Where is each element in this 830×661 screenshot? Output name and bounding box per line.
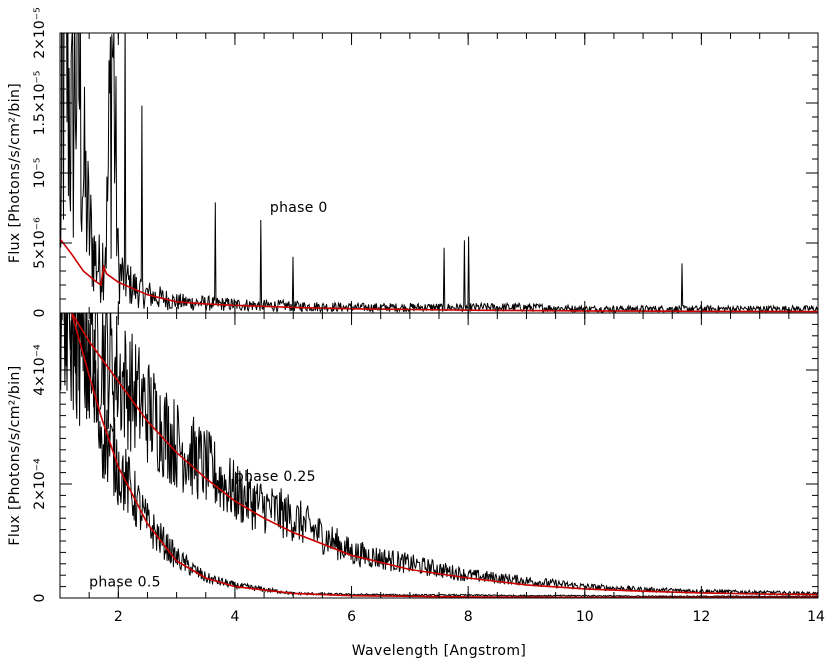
phase-annotation: phase 0.25	[235, 469, 316, 485]
data-series-0	[60, 313, 818, 597]
y-tick-label: 2×10⁻⁴	[32, 458, 48, 510]
y-tick-label: 1.5×10⁻⁵	[32, 71, 48, 136]
top-panel: 0 5×10⁻⁶ 10⁻⁵ 1.5×10⁻⁵ 2×10⁻⁵ phase 0	[32, 7, 819, 318]
bottom-panel: 0 2×10⁻⁴ 4×10⁻⁴ 2 4 6 8 10 12 14 phase 0.25 phase 0…	[32, 312, 825, 625]
x-tick-label: 8	[464, 609, 473, 625]
plot-area	[60, 33, 818, 313]
y-tick-label: 0	[32, 309, 48, 318]
panel-frame	[59, 32, 819, 314]
x-tick-label: 14	[807, 609, 825, 625]
phase-annotation: phase 0	[270, 200, 328, 216]
x-tick-label: 4	[230, 609, 239, 625]
y-tick-label: 5×10⁻⁶	[32, 217, 48, 269]
x-tick-label: 2	[114, 609, 123, 625]
model-series-1	[60, 238, 818, 313]
x-tick-label: 6	[347, 609, 356, 625]
y-axis-label: Flux [Photons/s/cm²/bin]	[7, 83, 23, 263]
axis-labels: Flux [Photons/s/cm²/bin] Flux [Photons/s/…	[7, 83, 526, 659]
y-tick-label: 10⁻⁵	[32, 158, 48, 189]
model-series-3	[70, 313, 818, 598]
x-tick-label: 10	[576, 609, 594, 625]
y-axis-label: Flux [Photons/s/cm²/bin]	[7, 365, 23, 545]
model-series-1	[71, 313, 818, 596]
y-tick-label: 2×10⁻⁵	[32, 7, 48, 58]
y-tick-label: 0	[32, 594, 48, 603]
y-tick-label: 4×10⁻⁴	[32, 344, 48, 396]
data-series-0	[60, 33, 818, 313]
plot-area	[60, 313, 818, 598]
x-tick-label: 12	[692, 609, 710, 625]
phase-annotation: phase 0.5	[89, 575, 161, 591]
x-axis-label: Wavelength [Angstrom]	[352, 643, 527, 659]
